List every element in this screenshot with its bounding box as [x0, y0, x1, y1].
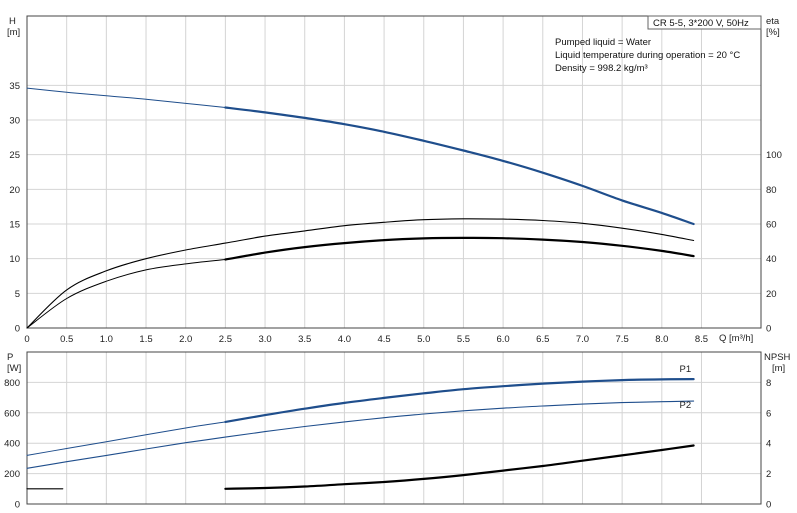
bottom-chart-grid: [27, 352, 761, 504]
bottom-curve-labels: P1 P2: [680, 364, 692, 411]
top-left-axis-label-unit: [m]: [7, 27, 20, 38]
top-chart-series: [26, 87, 695, 329]
info-liquid-temperature: Liquid temperature during operation = 20…: [555, 50, 740, 61]
bottom-series-line-1: [26, 421, 226, 456]
x-tick-label: 5.0: [417, 334, 430, 345]
top-right-tick-label: 0: [766, 324, 771, 335]
top-left-tick-label: 25: [9, 150, 20, 161]
chart-title: CR 5-5, 3*200 V, 50Hz: [653, 18, 749, 29]
bottom-left-tick-label: 0: [15, 500, 20, 511]
top-series-line-3: [224, 236, 695, 261]
x-tick-label: 6.0: [496, 334, 509, 345]
top-right-axis-label-unit: [%]: [766, 27, 780, 38]
x-tick-label: 3.0: [258, 334, 271, 345]
x-tick-label: 1.0: [100, 334, 113, 345]
x-tick-label: 2.0: [179, 334, 192, 345]
bottom-right-axis-label-name: NPSH: [764, 352, 791, 363]
bottom-right-tick-label: 8: [766, 378, 771, 389]
bottom-right-tick-label: 0: [766, 500, 771, 511]
info-pumped-liquid: Pumped liquid = Water: [555, 37, 651, 48]
x-tick-label: 7.0: [576, 334, 589, 345]
top-left-tick-label: 20: [9, 185, 20, 196]
title-box: [647, 15, 762, 30]
curve-label-p1: P1: [680, 364, 692, 375]
x-tick-label: 6.5: [536, 334, 549, 345]
bottom-right-tick-labels: 0 2 4 6 8: [766, 378, 771, 511]
x-axis-label: Q [m³/h]: [719, 333, 753, 344]
top-right-tick-label: 60: [766, 220, 777, 231]
x-tick-label: 4.5: [377, 334, 390, 345]
bottom-right-tick-label: 4: [766, 439, 771, 450]
x-tick-label: 4.0: [338, 334, 351, 345]
top-right-tick-labels: 0 20 40 60 80 100: [766, 150, 782, 334]
bottom-chart-series: [26, 378, 695, 490]
x-tick-label: 5.5: [457, 334, 470, 345]
top-right-tick-label: 40: [766, 254, 777, 265]
x-tick-label: 7.5: [616, 334, 629, 345]
bottom-chart-frame: [26, 351, 762, 505]
top-left-tick-label: 0: [15, 324, 20, 335]
top-left-tick-label: 30: [9, 116, 20, 127]
x-tick-label: 8.0: [655, 334, 668, 345]
top-right-tick-label: 20: [766, 289, 777, 300]
top-left-tick-label: 35: [9, 81, 20, 92]
x-tick-label: 2.5: [219, 334, 232, 345]
top-x-tick-labels: 0 0.5 1.0 1.5 2.0 2.5 3.0 3.5 4.0 4.5 5.0 5.5 6.0 6.5…: [24, 334, 708, 345]
top-series-line-0: [224, 106, 695, 226]
top-chart-grid: [27, 16, 761, 328]
bottom-left-tick-label: 200: [4, 469, 20, 480]
bottom-right-tick-label: 6: [766, 408, 771, 419]
x-tick-label: 1.5: [139, 334, 152, 345]
x-tick-label: 0: [24, 334, 29, 345]
curve-label-p2: P2: [680, 400, 692, 411]
bottom-left-tick-labels: 0 200 400 600 800: [4, 378, 20, 511]
x-tick-label: 0.5: [60, 334, 73, 345]
top-left-tick-label: 15: [9, 220, 20, 231]
info-density: Density = 998.2 kg/m³: [555, 63, 648, 74]
bottom-series-line-3: [224, 444, 695, 490]
top-left-tick-label: 5: [15, 289, 20, 300]
bottom-left-tick-label: 800: [4, 378, 20, 389]
bottom-left-tick-label: 400: [4, 439, 20, 450]
top-right-tick-label: 80: [766, 185, 777, 196]
bottom-series-line-p1: [224, 378, 695, 423]
top-right-tick-label: 100: [766, 150, 782, 161]
top-left-axis-label-name: H: [9, 16, 16, 27]
x-tick-label: 3.5: [298, 334, 311, 345]
top-chart-frame: [26, 15, 762, 329]
top-left-tick-labels: 0 5 10 15 20 25 30 35: [9, 81, 20, 335]
bottom-right-axis-label-unit: [m]: [772, 363, 785, 374]
bottom-right-tick-label: 2: [766, 469, 771, 480]
top-right-axis-label-name: eta: [766, 16, 780, 27]
top-series-line-4: [26, 259, 226, 329]
top-left-tick-label: 10: [9, 254, 20, 265]
top-series-line-2: [26, 218, 695, 329]
x-tick-label: 8.5: [695, 334, 708, 345]
top-series-line-1: [26, 87, 226, 108]
bottom-left-tick-label: 600: [4, 408, 20, 419]
bottom-left-axis-label-unit: [W]: [7, 363, 21, 374]
bottom-series-line-p2: [26, 400, 695, 469]
bottom-left-axis-label-name: P: [7, 352, 13, 363]
